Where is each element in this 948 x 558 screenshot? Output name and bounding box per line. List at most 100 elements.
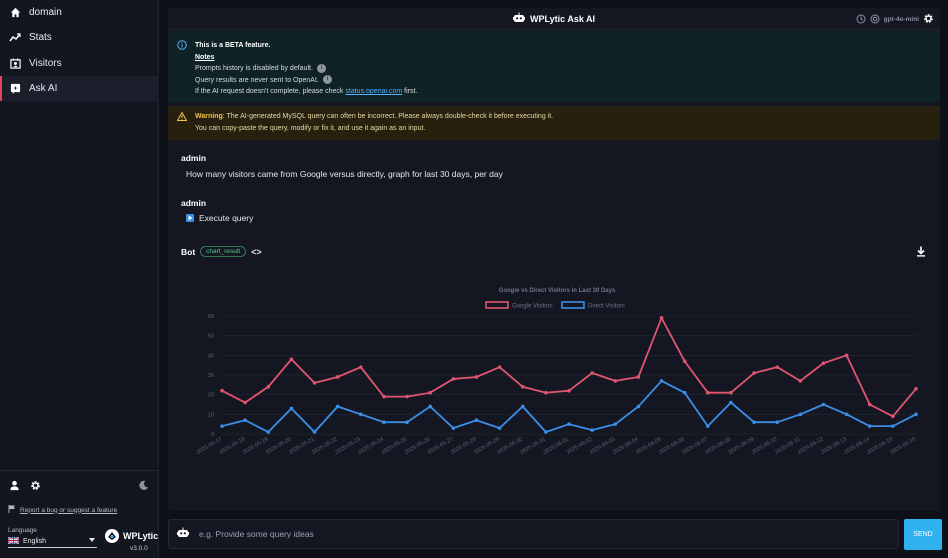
data-point — [428, 404, 433, 409]
x-tick-label: 2025-06-09 — [728, 437, 755, 456]
page-title: WPLytic Ask AI — [529, 13, 595, 24]
data-point — [359, 365, 363, 369]
x-tick-label: 2025-05-23 — [334, 437, 361, 456]
dark-mode-icon[interactable] — [138, 478, 149, 496]
x-tick-label: 2025-06-13 — [820, 437, 847, 456]
data-point — [844, 412, 849, 417]
data-point — [891, 414, 895, 419]
message-text: How many visitors came from Google versu… — [186, 169, 503, 179]
data-point — [544, 430, 548, 434]
data-point — [382, 420, 386, 424]
message-author: admin — [181, 198, 207, 208]
data-point — [706, 390, 710, 395]
data-point — [775, 365, 779, 369]
x-tick-label: 2025-05-24 — [358, 437, 385, 456]
sidebar-item-visitors[interactable]: Visitors — [0, 51, 159, 76]
status-link[interactable]: status.openai.com — [345, 88, 403, 96]
data-point — [289, 357, 294, 362]
user-icon[interactable] — [9, 478, 20, 496]
code-toggle-icon[interactable]: <> — [251, 246, 262, 257]
chart-title: Google vs Direct Visitors in Last 30 Day… — [499, 288, 616, 294]
header-controls: gpt-4o-mini — [856, 13, 934, 26]
data-point — [544, 390, 548, 395]
x-tick-label: 2025-06-02 — [566, 437, 593, 456]
gear-icon[interactable] — [30, 478, 41, 496]
chat-panel: WPLytic Ask AI gpt-4o-mini This is a BET… — [168, 8, 940, 511]
sidebar-footer-icons — [9, 478, 41, 496]
legend-swatch — [485, 301, 509, 309]
data-point — [335, 404, 340, 409]
data-point — [567, 388, 571, 393]
help-icon[interactable]: i — [322, 75, 332, 85]
x-tick-label: 2025-06-16 — [890, 437, 917, 456]
beta-info-box: This is a BETA feature. Notes Prompts hi… — [168, 31, 940, 102]
data-point — [729, 390, 733, 395]
brand-logo: WPLytic — [104, 528, 158, 544]
data-point — [520, 404, 525, 409]
report-bug-link[interactable]: Report a bug or suggest a feature — [8, 505, 117, 515]
x-tick-label: 2025-05-17 — [196, 437, 223, 456]
message-author: admin — [181, 153, 207, 163]
language-label: Language — [8, 527, 37, 534]
uk-flag-icon — [7, 535, 20, 546]
play-icon — [186, 214, 194, 222]
logo-icon — [105, 529, 119, 543]
execute-query-button[interactable]: Execute query — [186, 213, 253, 223]
settings-gear-icon[interactable] — [923, 13, 934, 26]
warning-text-2: You can copy-paste the query, modify or … — [195, 124, 426, 132]
data-point — [243, 418, 247, 423]
robot-icon — [512, 12, 525, 25]
sidebar-item-stats[interactable]: Stats — [0, 25, 159, 50]
data-point — [775, 420, 779, 424]
data-point — [497, 365, 502, 369]
sidebar-item-domain[interactable]: domain — [0, 0, 159, 25]
data-point — [451, 377, 456, 381]
data-point — [659, 379, 664, 383]
panel-header: WPLytic Ask AI gpt-4o-mini — [168, 8, 940, 30]
send-button[interactable]: SEND — [904, 519, 942, 550]
x-tick-label: 2025-05-20 — [265, 437, 292, 456]
data-point — [266, 430, 271, 434]
sidebar: domain Stats Visitors Ask AI — [0, 0, 159, 558]
x-tick-label: 2025-06-10 — [751, 437, 778, 456]
y-tick-label: 40 — [208, 353, 214, 359]
data-point — [567, 422, 571, 426]
data-point — [636, 404, 641, 409]
language-select[interactable]: English — [7, 535, 97, 548]
download-icon[interactable] — [916, 244, 926, 262]
x-tick-label: 2025-06-08 — [705, 437, 732, 456]
data-point — [821, 361, 826, 365]
x-tick-label: 2025-06-05 — [635, 437, 662, 456]
history-icon[interactable] — [856, 14, 866, 26]
model-icon — [870, 14, 880, 26]
y-tick-label: 30 — [208, 373, 214, 379]
data-point — [312, 430, 317, 434]
data-point — [520, 385, 525, 389]
visitors-chart: Google vs Direct Visitors in Last 30 Day… — [196, 288, 918, 456]
data-point — [405, 420, 409, 424]
model-name: gpt-4o-mini — [883, 16, 919, 23]
sidebar-item-ask-ai[interactable]: Ask AI — [0, 76, 159, 101]
data-point — [891, 424, 895, 428]
data-point — [867, 424, 872, 428]
data-point — [243, 400, 247, 405]
x-tick-label: 2025-05-27 — [427, 437, 454, 456]
data-point — [613, 422, 618, 426]
notes-line-1: Prompts history is disabled by default. — [195, 65, 313, 73]
help-icon[interactable]: i — [316, 63, 326, 73]
data-point — [914, 412, 918, 417]
x-tick-label: 2025-06-03 — [589, 437, 616, 456]
legend-label: Direct Visitors — [588, 304, 625, 310]
y-tick-label: 50 — [208, 334, 214, 340]
sidebar-item-label: domain — [29, 7, 62, 18]
series-line — [221, 315, 917, 418]
x-tick-label: 2025-05-19 — [242, 437, 269, 456]
y-tick-label: 10 — [208, 412, 214, 418]
warning-text: : The AI-generated MySQL query can often… — [222, 113, 554, 120]
visitors-icon — [9, 58, 21, 70]
data-point — [821, 402, 826, 407]
query-input[interactable] — [199, 529, 879, 539]
data-point — [451, 426, 456, 430]
data-point — [682, 359, 687, 364]
